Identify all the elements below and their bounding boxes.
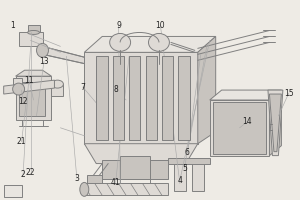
Polygon shape <box>269 90 281 156</box>
Ellipse shape <box>80 182 89 196</box>
Text: 41: 41 <box>111 178 121 187</box>
Text: 6: 6 <box>185 148 190 157</box>
Text: 8: 8 <box>113 85 118 94</box>
Bar <box>4 185 22 197</box>
Bar <box>213 102 266 154</box>
Bar <box>178 56 190 140</box>
Ellipse shape <box>28 30 40 34</box>
Polygon shape <box>4 80 54 94</box>
Text: 2: 2 <box>21 170 26 179</box>
Bar <box>113 56 124 140</box>
Text: 3: 3 <box>74 174 79 183</box>
Text: 10: 10 <box>156 21 165 30</box>
Ellipse shape <box>37 43 49 57</box>
Polygon shape <box>198 36 216 144</box>
Polygon shape <box>269 94 281 152</box>
Bar <box>129 56 140 140</box>
Ellipse shape <box>110 33 130 51</box>
Bar <box>19 32 43 46</box>
Bar <box>16 76 52 120</box>
Bar <box>84 183 168 195</box>
Bar <box>174 160 186 191</box>
Bar <box>102 160 168 179</box>
Bar <box>192 160 204 191</box>
Text: 14: 14 <box>242 117 252 126</box>
Bar <box>84 52 198 144</box>
Polygon shape <box>210 90 281 100</box>
Text: 15: 15 <box>284 89 294 98</box>
Text: 1: 1 <box>10 21 15 30</box>
Bar <box>13 78 22 86</box>
Text: 13: 13 <box>39 57 49 66</box>
Text: 9: 9 <box>116 21 121 30</box>
Bar <box>120 156 150 179</box>
Polygon shape <box>43 46 96 66</box>
Text: 22: 22 <box>26 168 35 177</box>
Text: 12: 12 <box>18 97 28 106</box>
Bar <box>87 175 102 185</box>
Bar <box>28 25 40 32</box>
Text: 21: 21 <box>17 137 26 146</box>
Polygon shape <box>268 90 283 156</box>
Polygon shape <box>84 144 198 164</box>
Text: 5: 5 <box>182 164 187 173</box>
Bar <box>168 158 210 164</box>
Text: 11: 11 <box>24 76 34 85</box>
Bar <box>114 183 156 191</box>
Polygon shape <box>16 70 52 76</box>
Bar <box>210 100 269 156</box>
Text: 7: 7 <box>80 83 85 92</box>
Ellipse shape <box>52 80 63 88</box>
Text: 4: 4 <box>177 176 182 185</box>
Bar <box>96 56 108 140</box>
Bar <box>162 56 173 140</box>
Bar <box>52 84 63 96</box>
Ellipse shape <box>13 83 25 95</box>
Bar <box>146 56 157 140</box>
Bar <box>19 82 46 116</box>
Polygon shape <box>84 36 216 52</box>
Ellipse shape <box>148 33 170 51</box>
